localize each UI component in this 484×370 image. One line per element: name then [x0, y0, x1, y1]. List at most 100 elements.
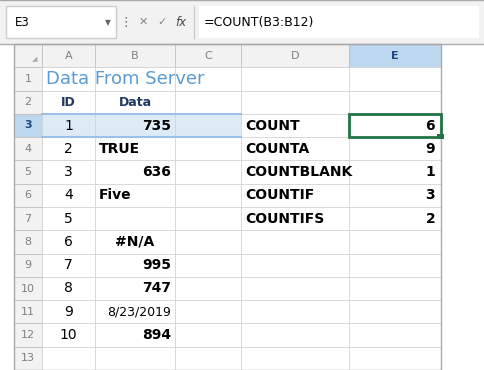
Bar	[14, 184, 42, 207]
Bar	[175, 161, 241, 184]
Bar	[95, 347, 175, 370]
Text: 1: 1	[425, 165, 435, 179]
Bar	[437, 134, 443, 139]
Text: 3: 3	[24, 121, 32, 131]
Bar	[42, 207, 95, 230]
Text: 6: 6	[64, 235, 73, 249]
Bar	[241, 184, 349, 207]
Bar	[349, 300, 441, 323]
Text: 6: 6	[425, 118, 435, 132]
Bar	[241, 91, 349, 114]
Bar	[175, 323, 241, 347]
Text: 4: 4	[24, 144, 31, 154]
Bar	[14, 91, 42, 114]
Text: 9: 9	[425, 142, 435, 156]
Bar	[95, 300, 175, 323]
Bar	[241, 114, 349, 137]
Bar	[175, 277, 241, 300]
Text: COUNTIFS: COUNTIFS	[245, 212, 324, 226]
Text: 8: 8	[64, 282, 73, 296]
Bar	[241, 67, 349, 91]
Bar	[349, 230, 441, 253]
Bar	[14, 230, 42, 253]
Bar	[199, 6, 479, 38]
Bar	[95, 230, 175, 253]
Bar	[14, 347, 42, 370]
Bar	[95, 91, 175, 114]
Bar	[241, 207, 349, 230]
Bar	[14, 207, 42, 230]
Text: Data: Data	[119, 96, 151, 109]
Bar	[241, 44, 349, 67]
Bar	[42, 44, 95, 67]
Bar	[175, 67, 241, 91]
Bar	[349, 253, 441, 277]
Bar	[241, 323, 349, 347]
Text: COUNTA: COUNTA	[245, 142, 309, 156]
Text: fx: fx	[176, 16, 186, 28]
Text: 735: 735	[142, 118, 171, 132]
Text: E3: E3	[15, 16, 29, 28]
Bar	[241, 277, 349, 300]
Bar	[42, 230, 95, 253]
Text: 995: 995	[142, 258, 171, 272]
Text: 2: 2	[24, 97, 31, 107]
Bar	[42, 114, 95, 137]
Bar	[349, 91, 441, 114]
Text: 9: 9	[24, 260, 31, 270]
Bar	[42, 300, 95, 323]
Bar	[349, 277, 441, 300]
Bar	[14, 323, 42, 347]
Bar	[42, 277, 95, 300]
Bar	[349, 347, 441, 370]
Text: D: D	[291, 51, 299, 61]
Bar	[175, 91, 241, 114]
Text: 8/23/2019: 8/23/2019	[107, 305, 171, 318]
Bar	[175, 44, 241, 67]
Text: ID: ID	[61, 96, 76, 109]
Text: A: A	[65, 51, 72, 61]
Bar	[95, 207, 175, 230]
Bar	[349, 184, 441, 207]
Text: 894: 894	[142, 328, 171, 342]
Text: 2: 2	[64, 142, 73, 156]
Text: 4: 4	[64, 188, 73, 202]
Text: E: E	[391, 51, 399, 61]
Bar	[175, 347, 241, 370]
Bar	[241, 161, 349, 184]
Text: COUNT: COUNT	[245, 118, 300, 132]
Text: 5: 5	[64, 212, 73, 226]
Text: 11: 11	[21, 307, 35, 317]
Text: ✕: ✕	[139, 17, 149, 27]
Bar	[42, 323, 95, 347]
Bar	[95, 137, 175, 161]
Text: TRUE: TRUE	[99, 142, 140, 156]
Bar	[42, 347, 95, 370]
Bar	[241, 137, 349, 161]
Text: 1: 1	[25, 74, 31, 84]
Text: =COUNT(B3:B12): =COUNT(B3:B12)	[203, 16, 314, 28]
Bar	[14, 300, 42, 323]
Text: Data From Server: Data From Server	[46, 70, 204, 88]
Bar	[95, 277, 175, 300]
Bar	[95, 67, 175, 91]
Bar	[95, 253, 175, 277]
Text: 3: 3	[64, 165, 73, 179]
Bar	[175, 114, 241, 137]
Text: ◢: ◢	[32, 56, 38, 62]
Bar	[6, 6, 116, 38]
Bar	[241, 230, 349, 253]
Text: COUNTIF: COUNTIF	[245, 188, 314, 202]
Bar	[349, 44, 441, 67]
Bar	[14, 277, 42, 300]
Text: C: C	[204, 51, 212, 61]
Bar	[349, 207, 441, 230]
Text: 13: 13	[21, 353, 35, 363]
Text: #N/A: #N/A	[115, 235, 154, 249]
Bar	[241, 253, 349, 277]
Bar	[42, 137, 95, 161]
Text: 636: 636	[142, 165, 171, 179]
Text: 5: 5	[25, 167, 31, 177]
Text: B: B	[131, 51, 139, 61]
Bar	[349, 323, 441, 347]
